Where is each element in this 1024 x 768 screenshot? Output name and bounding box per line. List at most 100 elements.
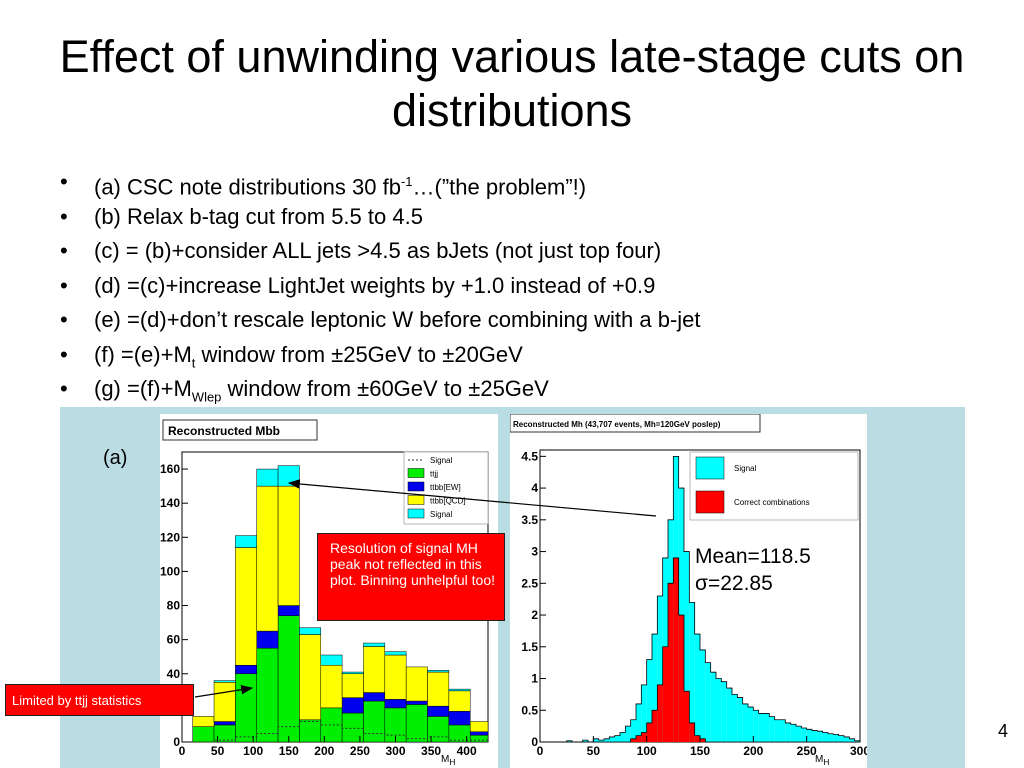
bullet-text-suffix: window from ±60GeV to ±25GeV [221, 376, 549, 401]
bar-signal [833, 734, 839, 742]
bar-signal [363, 642, 386, 647]
chart-title: Reconstructed Mh (43,707 events, Mh=120G… [513, 420, 721, 429]
bar-signal [801, 728, 807, 742]
bar-signal [844, 736, 850, 742]
x-tick-label: 300 [850, 744, 867, 758]
bar-signal [742, 703, 748, 742]
fit-stats: Mean=118.5 σ=22.85 [695, 543, 811, 597]
x-axis-title-sub: H [823, 757, 830, 767]
bar-signal [822, 732, 828, 742]
limited-note: Limited by ttjj statistics [5, 684, 194, 716]
bar-correctcombinations [641, 732, 647, 742]
bar-signal [812, 730, 818, 742]
bar-signal [854, 740, 860, 742]
bullet-item-g: • (g) =(f)+MWlep window from ±60GeV to ±2… [60, 373, 701, 408]
bar-signal [694, 634, 700, 742]
bar-signal [721, 681, 727, 742]
bar-signal [710, 672, 716, 742]
x-tick-label: 250 [797, 744, 817, 758]
bar-signal [448, 688, 471, 692]
y-tick-label: 4 [531, 481, 538, 495]
bullet-text-suffix: …(”the problem”!) [412, 174, 587, 200]
bar-signal [235, 535, 257, 548]
x-axis-title-text: M [815, 754, 824, 765]
y-tick-label: 140 [160, 496, 180, 510]
y-tick-label: 0.5 [521, 703, 538, 717]
x-tick-label: 250 [350, 744, 370, 758]
x-tick-label: 300 [385, 744, 405, 758]
x-tick-label: 150 [690, 744, 710, 758]
bar-signal [753, 710, 759, 742]
bar-correctcombinations [673, 557, 679, 742]
bar-signal [689, 602, 695, 742]
legend-swatch [695, 456, 725, 480]
bullet-dot: • [60, 203, 68, 229]
bar-signal [341, 671, 364, 675]
y-tick-label: 3.5 [521, 513, 538, 527]
bullet-list: • (a) CSC note distributions 30 fb-1…(”th… [60, 166, 701, 408]
bullet-dot: • [60, 376, 68, 401]
x-tick-label: 200 [314, 744, 334, 758]
bar-signal [646, 659, 652, 742]
bullet-text: (b) Relax b-tag cut from 5.5 to 4.5 [94, 203, 423, 229]
x-axis-title-sub: H [449, 757, 456, 767]
legend-swatch [407, 468, 425, 478]
stats-arrow [194, 684, 254, 698]
y-tick-label: 100 [160, 564, 180, 578]
bar-signal [213, 680, 236, 683]
x-tick-label: 150 [279, 744, 299, 758]
bullet-item-f: • (f) =(e)+Mt window from ±25GeV to ±20Ge… [60, 339, 701, 374]
bar-signal [806, 729, 812, 742]
bar-signal [384, 651, 407, 656]
bar-correctcombinations [678, 615, 684, 742]
bullet-item-c: • (c) = (b)+consider ALL jets >4.5 as bJe… [60, 235, 701, 270]
bar-signal [566, 740, 572, 742]
bar-correctcombinations [662, 646, 668, 742]
bar-signal [641, 684, 647, 742]
signal-dotted-line [192, 721, 488, 743]
series-outline [540, 455, 860, 743]
y-tick-label: 80 [167, 599, 181, 613]
legend-label: Correct combinations [734, 498, 810, 507]
bar-signal [593, 738, 599, 742]
bullet-text: (c) = (b)+consider ALL jets >4.5 as bJet… [94, 238, 662, 263]
bullet-dot: • [60, 238, 68, 263]
mean-value: Mean=118.5 [695, 545, 811, 568]
bullet-text: (a) CSC note distributions 30 fb [94, 174, 401, 200]
bullet-text-suffix: window from ±25GeV to ±20GeV [195, 341, 523, 367]
x-tick-label: 100 [637, 744, 657, 758]
bar-signal [427, 670, 450, 673]
bullet-text: (f) =(e)+M [94, 341, 192, 367]
mh-plot: Reconstructed Mh (43,707 events, Mh=120G… [510, 414, 867, 768]
legend-label: ttbb[QCD] [430, 497, 466, 506]
slide-title: Effect of unwinding various late-stage c… [59, 31, 965, 136]
legend-swatch [407, 495, 425, 505]
bar-correctcombinations [668, 583, 674, 742]
bar-correctcombinations [694, 735, 700, 742]
x-tick-label: 100 [243, 744, 263, 758]
bar-signal [636, 703, 642, 742]
legend-swatch [695, 490, 725, 514]
bullet-superscript: -1 [400, 174, 413, 189]
bar-signal [748, 707, 754, 742]
bar-correctcombinations [689, 722, 695, 742]
legend-label: Signal [430, 510, 452, 519]
x-tick-label: 50 [587, 744, 601, 758]
chart-title-box [162, 419, 318, 441]
legend-swatch [407, 508, 425, 519]
bar-signal [614, 735, 620, 742]
x-axis-title-text: M [441, 754, 450, 765]
bar-signal [732, 694, 738, 742]
y-tick-label: 1 [531, 672, 538, 686]
bar-signal [838, 735, 844, 742]
bullet-dot: • [60, 341, 68, 367]
bar-signal [299, 627, 322, 635]
bullet-dot: • [60, 272, 68, 298]
bar-signal [705, 662, 711, 742]
bar-signal [780, 719, 786, 742]
bar-signal [769, 716, 775, 742]
bullet-item-a: • (a) CSC note distributions 30 fb-1…(”th… [60, 166, 701, 201]
bullet-text: (e) =(d)+don’t rescale leptonic W before… [94, 307, 701, 332]
bar-signal [849, 738, 855, 742]
bar-signal [598, 740, 604, 742]
